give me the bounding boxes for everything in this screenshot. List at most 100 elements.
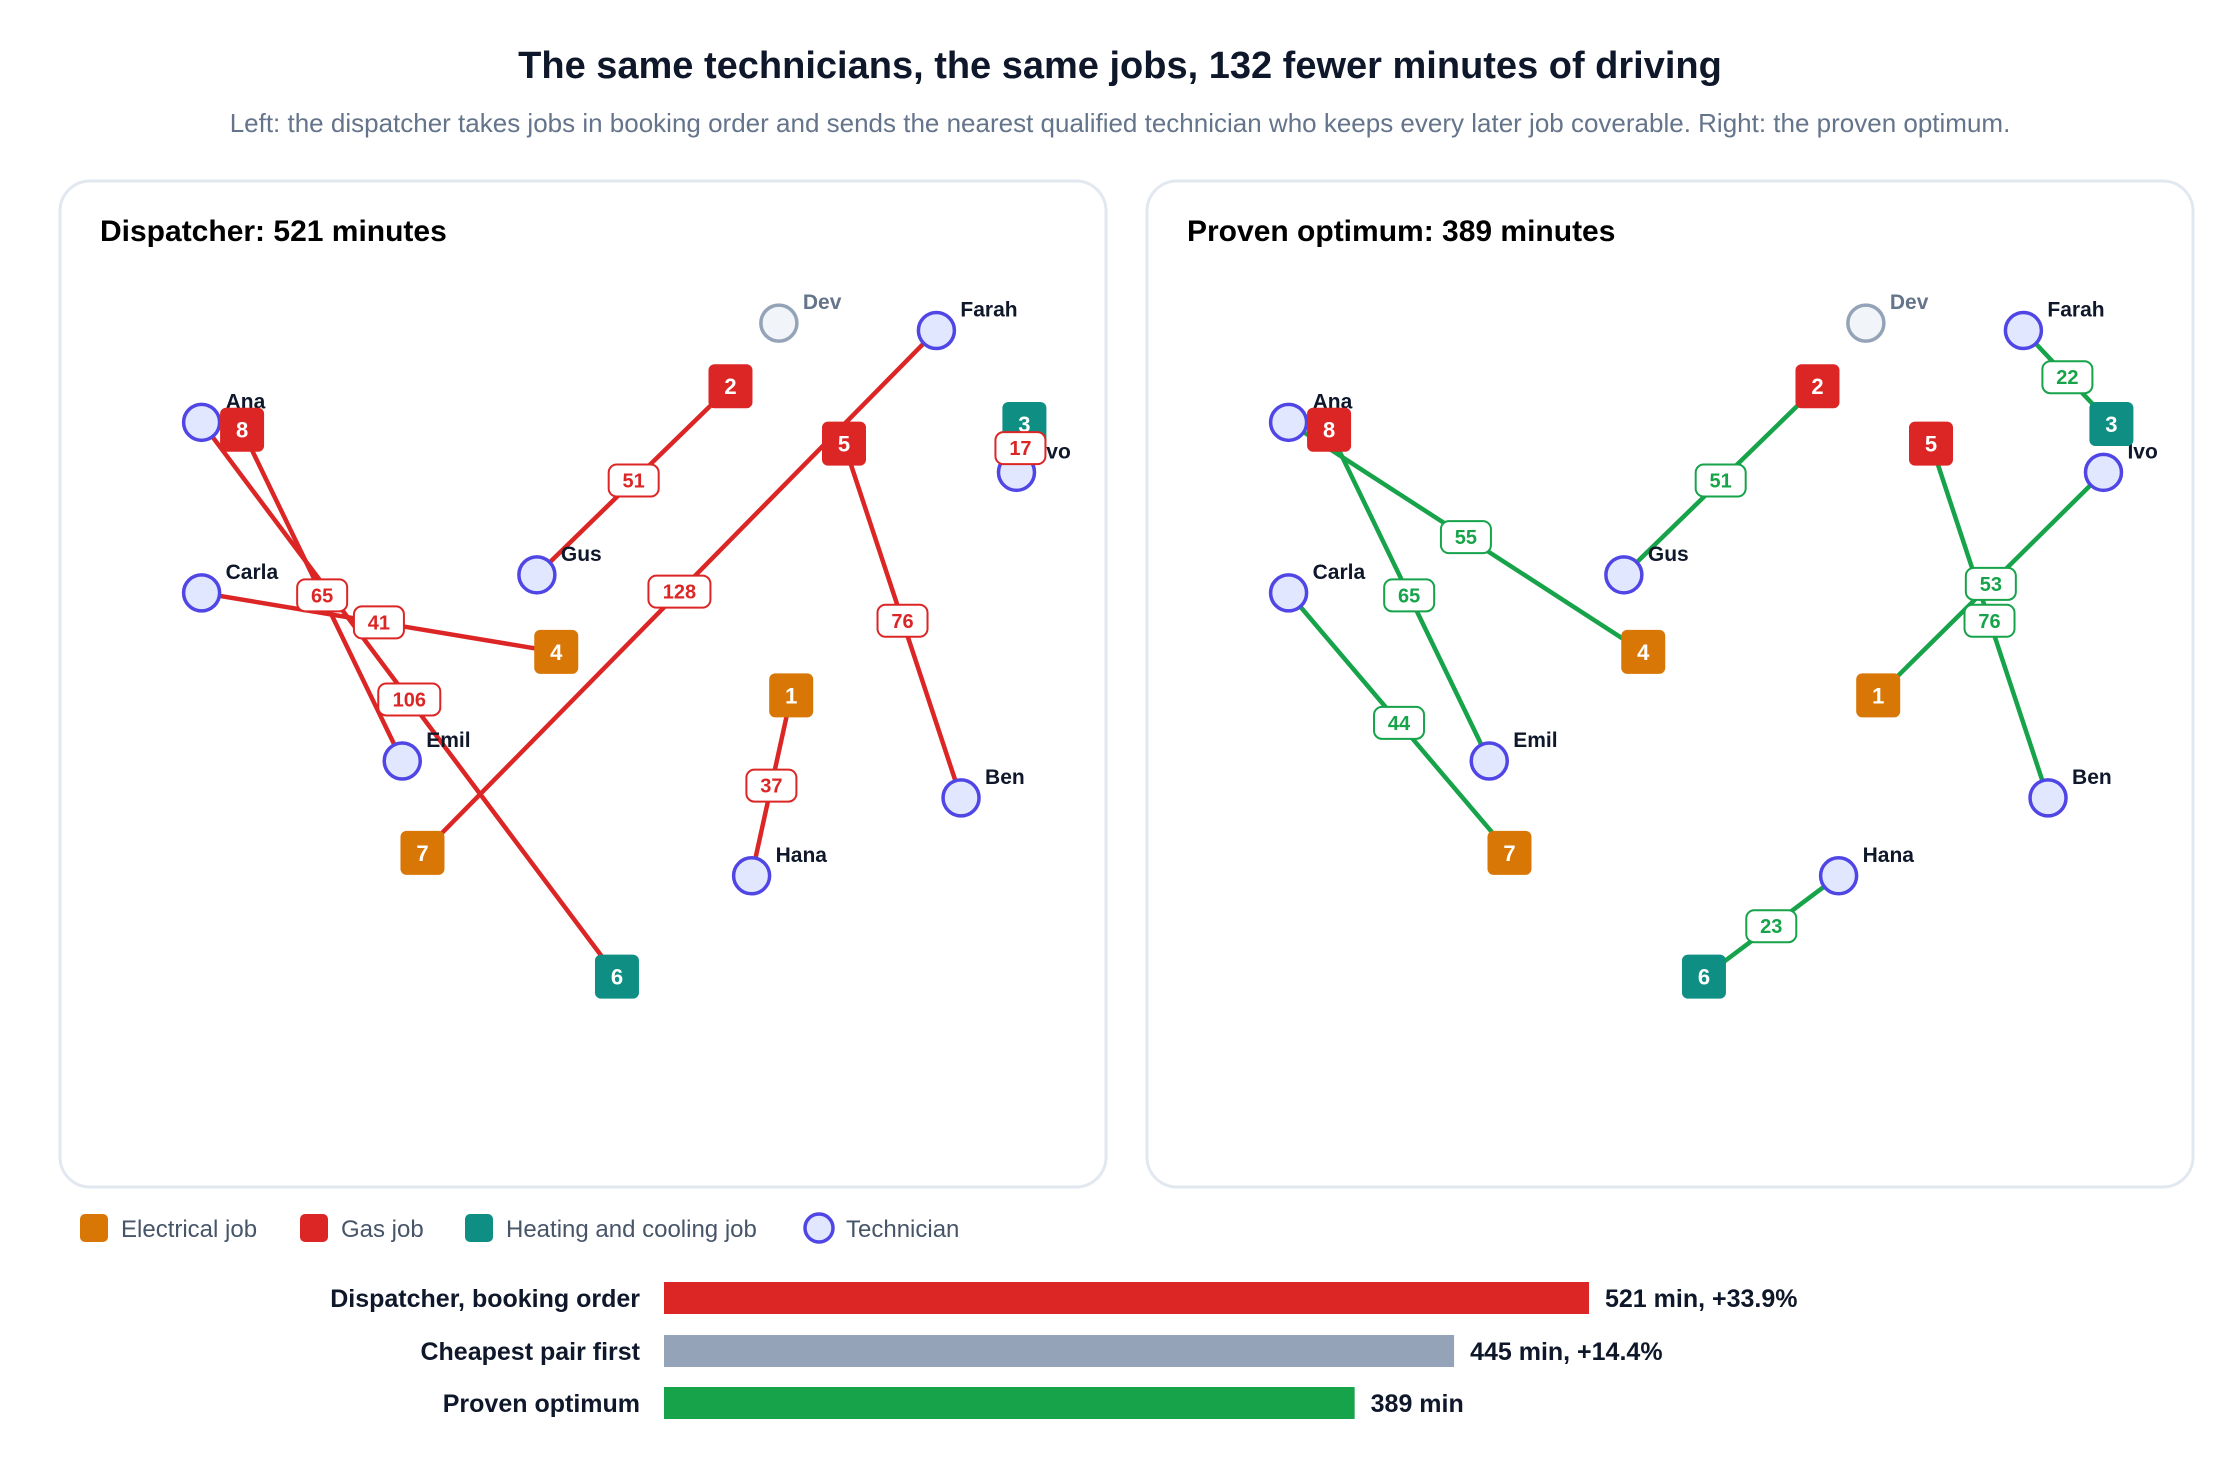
job-number: 2 [1811,374,1823,399]
minute-label: 51 [1694,463,1747,498]
minute-label-box [994,431,1047,466]
minute-label-text: 44 [1388,713,1411,735]
job-4: 4 [1621,629,1666,674]
job-number: 1 [785,683,797,708]
bar-value-label: 521 min, +33.9% [1605,1285,1797,1313]
technician-name: Gus [1648,543,1689,566]
technician-marker [1268,402,1309,443]
technician-ana: Ana [181,390,266,443]
technician-name: Hana [776,844,828,867]
minute-label-text: 51 [623,471,645,493]
job-marker [534,629,579,674]
minute-label-text: 65 [1398,585,1420,607]
technician-marker [1268,573,1309,613]
minute-label-box [1439,520,1492,555]
job-6: 6 [594,954,639,999]
minute-label: 41 [352,605,405,640]
job-marker [1681,954,1726,999]
technician-gus: Gus [1604,543,1689,595]
technician-marker [181,402,222,443]
dispatcher-technicians: Ana Dev Farah Ivo Carla Gus Emil Ben Hana [181,291,1071,896]
bar [664,1335,1455,1367]
minute-label-text: 55 [1455,527,1477,549]
minute-label-text: 23 [1760,916,1782,938]
technician-carla: Carla [181,561,278,613]
job-number: 6 [611,965,623,990]
minute-label-text: 22 [2056,367,2078,389]
minute-label-box [2041,360,2094,395]
job-marker [1487,830,1532,875]
job-1: 1 [1856,673,1901,718]
technician-marker [2028,778,2068,818]
dispatcher-panel: Dispatcher: 521 minutes Ana Dev Farah Ivo Ca… [58,179,1108,1189]
job-7: 7 [400,830,445,875]
technician-marker [2083,452,2124,493]
technician-marker [1818,856,1859,896]
optimum-panel-title: Proven optimum: 389 minutes [1187,215,1615,248]
minute-label-text: 17 [1009,438,1031,460]
technician-name: Carla [1313,561,1366,584]
job-marker [822,421,866,466]
minute-label-text: 106 [393,689,426,711]
job-3: 3 [2089,401,2134,446]
minute-label: 17 [994,431,1047,466]
technician-marker [916,310,957,351]
job-marker [1307,407,1352,452]
technician-dev: Dev [1846,291,1929,343]
technician-marker [1469,741,1509,781]
job-2: 2 [708,364,753,409]
legend-swatch [80,1214,108,1242]
job-7: 7 [1487,830,1532,875]
technician-hana: Hana [1818,844,1914,896]
bar-value-label: 445 min, +14.4% [1470,1338,1662,1366]
figure-title: The same technicians, the same jobs, 132… [518,45,1722,87]
job-6: 6 [1681,954,1726,999]
bar-row: Proven optimum 389 min [443,1387,1464,1419]
job-number: 5 [1925,432,1937,457]
technician-farah: Farah [2003,298,2105,351]
job-number: 4 [550,640,563,665]
minute-label: 53 [1964,566,2017,601]
bar-category-label: Cheapest pair first [420,1338,640,1366]
minute-label-box [1373,705,1426,740]
technician-name: Dev [803,291,842,314]
job-number: 8 [1323,418,1335,443]
minute-label-box [377,682,442,717]
job-8: 8 [1307,407,1352,452]
minute-label: 44 [1373,705,1426,740]
total-minutes-bar-chart: Dispatcher, booking order 521 min, +33.9%… [330,1282,1797,1419]
legend-item: Gas job [300,1214,424,1243]
technician-ben: Ben [2028,766,2112,818]
minute-label-box [1383,578,1436,613]
technician-marker [731,856,772,896]
technician-name: Ana [226,390,266,413]
minute-label-box [1694,463,1747,498]
minute-label: 37 [745,768,798,803]
job-marker [1909,421,1953,466]
job-marker [594,954,639,999]
minute-label: 51 [607,463,660,498]
legend-label: Gas job [341,1216,424,1243]
technician-farah: Farah [916,298,1018,351]
legend-label: Technician [846,1216,959,1243]
minute-label-box [1964,566,2017,601]
job-number: 1 [1872,683,1884,708]
technician-ana: Ana [1268,390,1353,443]
technician-marker [517,555,557,595]
bar-row: Dispatcher, booking order 521 min, +33.9% [330,1282,1797,1314]
technician-name: Ben [2072,766,2112,789]
minute-label-box [1745,909,1798,944]
minute-label-box [352,605,405,640]
minute-label: 76 [1963,603,2016,638]
legend-label: Electrical job [121,1216,257,1243]
minute-label: 106 [377,682,442,717]
job-marker [400,830,445,875]
technician-hana: Hana [731,844,828,896]
legend-swatch [803,1212,835,1244]
dispatcher-panel-title: Dispatcher: 521 minutes [100,215,447,248]
minute-label-text: 41 [368,612,390,634]
minute-label-text: 53 [1980,574,2002,596]
minute-label: 65 [1383,578,1436,613]
minute-label-box [647,574,712,609]
